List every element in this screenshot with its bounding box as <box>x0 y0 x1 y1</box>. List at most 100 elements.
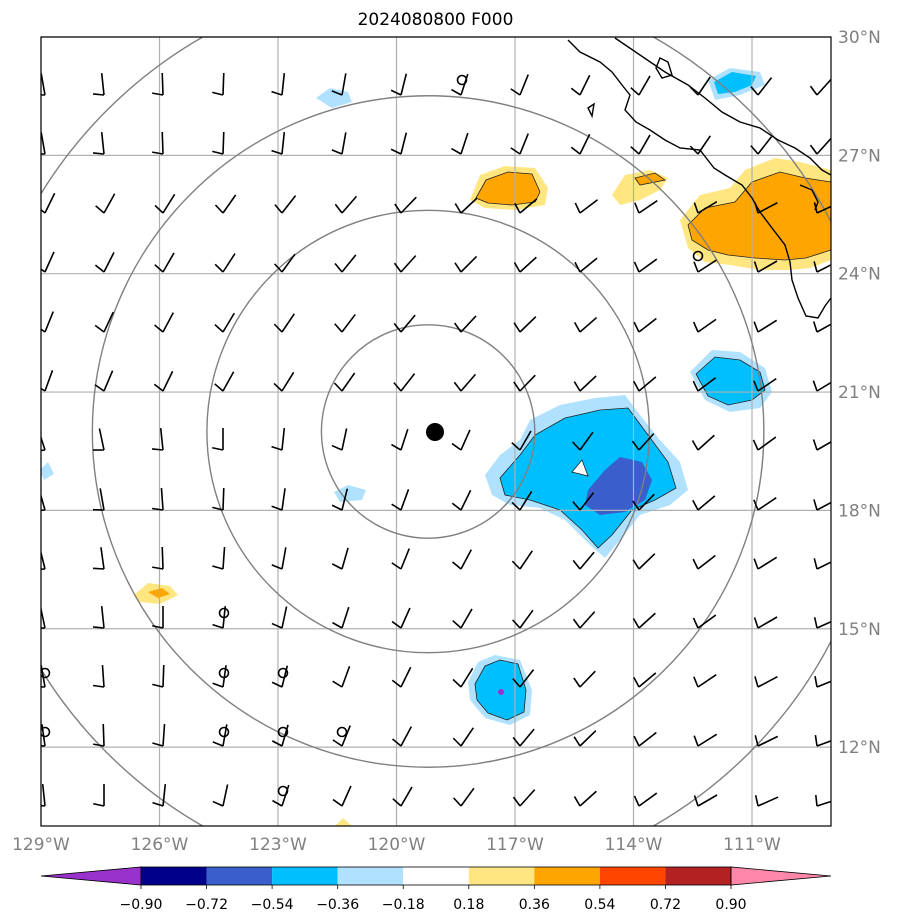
wind-barb <box>812 439 831 451</box>
colorbar-tick-label: −0.90 <box>120 897 163 913</box>
calm-wind-marker <box>277 667 289 679</box>
wind-barb <box>689 76 711 96</box>
calm-wind-marker <box>218 667 230 679</box>
lat-tick-label: 21°N <box>838 383 881 403</box>
wind-barb <box>452 608 473 629</box>
wind-barb <box>452 549 473 570</box>
wind-barb <box>750 136 773 155</box>
colorbar-tick-label: 0.36 <box>519 897 550 913</box>
wind-barb <box>513 316 537 333</box>
wind-barb <box>391 428 409 451</box>
wind-barb <box>212 428 224 451</box>
colorbar-tick-label: 0.90 <box>715 897 746 913</box>
wind-barb <box>393 373 416 392</box>
wind-barb <box>632 493 655 511</box>
wind-barb <box>573 670 596 688</box>
wind-barb <box>214 253 236 273</box>
wind-barb <box>512 789 536 807</box>
calm-wind-marker <box>336 726 348 738</box>
wind-barb <box>572 611 596 629</box>
wind-barb <box>271 606 288 629</box>
wind-barb <box>94 311 115 333</box>
wind-barb <box>153 370 174 392</box>
latitude-labels: 30°N 27°N 24°N 21°N 18°N 15°N 12°N <box>838 28 881 758</box>
wind-barb <box>753 556 778 570</box>
range-rings <box>41 37 831 826</box>
wind-barb <box>693 794 718 807</box>
wind-barb <box>511 490 533 511</box>
wind-barb <box>693 200 718 214</box>
wind-barb <box>392 786 413 807</box>
wind-barb <box>813 202 831 214</box>
wind-barb <box>512 728 535 747</box>
wind-barb <box>391 548 410 570</box>
wind-barb <box>573 730 597 747</box>
wind-barb <box>331 132 347 155</box>
wind-barb <box>152 546 164 570</box>
wind-barb <box>451 132 469 155</box>
lat-tick-label: 15°N <box>838 620 881 640</box>
wind-barb <box>41 73 46 96</box>
wind-barb <box>271 428 286 451</box>
wind-barb <box>331 73 347 96</box>
wind-barb <box>154 252 175 273</box>
wind-barbs <box>41 72 831 807</box>
colorbar-swatch <box>141 867 207 885</box>
lat-tick-label: 18°N <box>838 501 881 521</box>
wind-barb <box>92 547 105 570</box>
wind-barb <box>94 252 115 273</box>
wind-barb <box>41 370 54 392</box>
wind-barb <box>572 431 594 451</box>
calm-wind-marker <box>692 250 704 262</box>
wind-barb <box>813 261 831 273</box>
wind-barb <box>391 607 411 629</box>
wind-barb <box>41 251 55 273</box>
wind-barb <box>92 132 105 155</box>
wind-barb <box>271 73 286 96</box>
wind-barb <box>512 609 534 629</box>
wind-barb <box>573 790 597 807</box>
wind-barb <box>693 259 717 273</box>
wind-barb <box>212 72 225 96</box>
wind-barb <box>92 664 105 688</box>
wind-barb <box>41 606 46 629</box>
wind-barb <box>512 669 535 688</box>
wind-barb <box>392 726 413 747</box>
wind-barb <box>693 733 718 747</box>
wind-barb <box>152 72 164 96</box>
wind-barb <box>331 428 348 451</box>
wind-barb <box>41 435 46 452</box>
wind-barb <box>95 193 116 214</box>
colorbar-swatch <box>599 867 666 885</box>
colorbar: −0.90 −0.72 −0.54 −0.36 −0.18 0.18 0.36 0.54 0.7… <box>40 866 832 913</box>
map-title: 2024080800 F000 <box>357 10 514 30</box>
colorbar-tick-label: −0.36 <box>316 897 359 913</box>
wind-barb <box>511 430 532 451</box>
calm-wind-marker <box>456 74 468 86</box>
wind-barb <box>692 554 716 570</box>
wind-barb <box>154 193 176 214</box>
wind-barb <box>812 380 831 392</box>
colorbar-tick-label: 0.54 <box>584 897 615 913</box>
wind-barb <box>152 723 166 747</box>
wind-barb <box>574 199 599 214</box>
wind-barb <box>390 73 408 96</box>
wind-barb <box>334 254 357 273</box>
calm-wind-marker <box>41 726 51 738</box>
colorbar-swatch <box>272 867 338 885</box>
lon-tick-label: 129°W <box>12 835 70 855</box>
wind-barb <box>633 672 657 688</box>
wind-barb <box>753 616 778 629</box>
lon-tick-label: 111°W <box>723 835 781 855</box>
wind-barb <box>93 723 105 747</box>
wind-barb <box>632 553 656 570</box>
wind-barb <box>151 428 164 451</box>
calm-wind-marker <box>277 785 289 797</box>
wind-barb <box>332 666 351 688</box>
wind-barb <box>212 546 226 570</box>
wind-barb <box>510 133 529 155</box>
wind-barb <box>151 487 164 511</box>
wind-barb <box>390 132 408 155</box>
wind-barb <box>630 75 651 96</box>
wind-barb <box>633 731 657 747</box>
